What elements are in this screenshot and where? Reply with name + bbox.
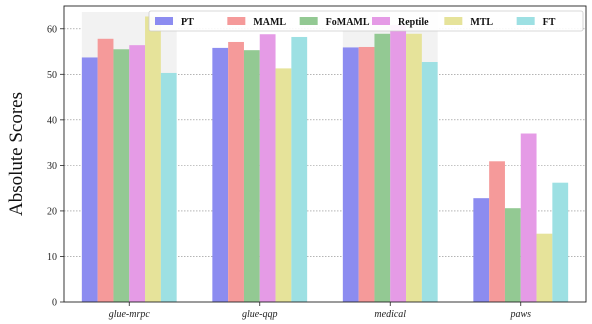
y-tick-label: 60 [47, 24, 57, 35]
bar-mtl-glue-qqp [275, 68, 292, 302]
bar-maml-medical [358, 46, 375, 302]
legend-label-ft: FT [543, 17, 556, 28]
legend-label-reptile: Reptile [398, 17, 429, 28]
legend-label-mtl: MTL [470, 17, 493, 28]
legend: PT MAML FoMAML Reptile MTL FT [148, 10, 584, 32]
bar-maml-paws [489, 161, 505, 302]
y-tick-label: 10 [47, 252, 57, 263]
bar-mtl-glue-mrpc [145, 16, 161, 302]
bar-mtl-paws [536, 233, 553, 302]
bar-reptile-glue-mrpc [129, 45, 146, 302]
bar-maml-glue-mrpc [97, 38, 114, 303]
bar-pt-medical [342, 47, 359, 302]
y-axis-label: Absolute Scores [6, 92, 27, 216]
bar-maml-glue-qqp [228, 41, 244, 303]
legend-swatch-maml [227, 17, 246, 25]
bar-pt-glue-qqp [212, 47, 229, 302]
bar-pt-paws [473, 198, 490, 302]
y-tick-label: 50 [47, 70, 57, 81]
legend-label-maml: MAML [253, 17, 286, 28]
x-category-labels: glue-mrpc glue-qqp medical paws [109, 302, 531, 320]
legend-swatch-ft [516, 17, 535, 25]
legend-label-pt: PT [181, 17, 194, 28]
legend-swatch-pt [155, 17, 173, 25]
bar-fomaml-medical [374, 33, 391, 302]
bar-reptile-paws [520, 133, 537, 302]
bars [81, 16, 569, 303]
y-tick-label: 40 [47, 115, 57, 126]
legend-box [148, 10, 584, 32]
legend-swatch-fomaml [299, 17, 318, 25]
legend-label-fomaml: FoMAML [326, 17, 370, 28]
bar-ft-glue-qqp [291, 36, 308, 302]
bar-ft-medical [421, 62, 438, 303]
bar-pt-glue-mrpc [81, 57, 98, 302]
legend-swatch-reptile [372, 17, 390, 25]
bar-fomaml-glue-mrpc [113, 49, 130, 303]
bar-ft-paws [552, 182, 569, 302]
bar-ft-glue-mrpc [160, 72, 177, 303]
y-tick-labels: 0 10 20 30 40 50 60 [47, 24, 64, 309]
y-tick-label: 30 [47, 161, 57, 172]
x-category-label: glue-qqp [242, 309, 278, 320]
y-tick-label: 20 [47, 206, 57, 217]
bar-mtl-medical [406, 33, 422, 302]
x-category-label: medical [374, 309, 406, 320]
bar-fomaml-paws [504, 208, 521, 302]
bar-reptile-glue-qqp [259, 34, 276, 302]
x-category-label: glue-mrpc [109, 309, 151, 320]
legend-swatch-mtl [444, 17, 463, 25]
bar-fomaml-glue-qqp [243, 50, 260, 303]
bar-reptile-medical [390, 25, 407, 302]
x-category-label: paws [509, 309, 531, 320]
y-tick-label: 0 [52, 298, 57, 309]
plot-frame [63, 5, 587, 303]
axes [63, 5, 587, 303]
